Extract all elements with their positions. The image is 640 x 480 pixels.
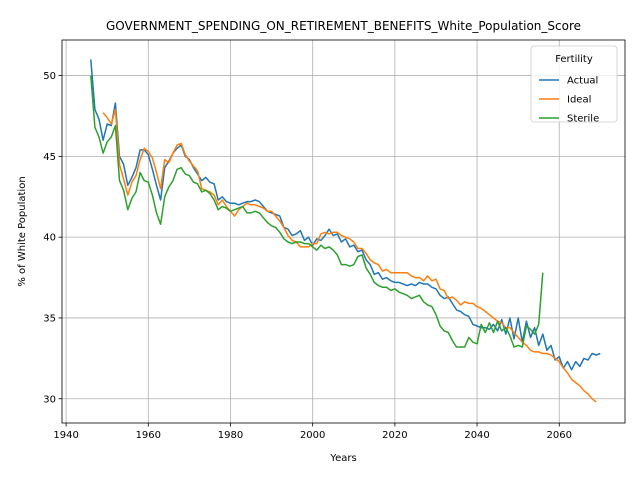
x-tick-label: 2060 (547, 430, 572, 441)
y-tick-label: 40 (43, 233, 56, 244)
legend: Fertility Actual Ideal Sterile (530, 45, 618, 125)
x-axis-label: Years (329, 453, 356, 464)
y-axis-label: % of White Population (17, 176, 28, 286)
legend-label-actual: Actual (567, 76, 598, 87)
chart-title: GOVERNMENT_SPENDING_ON_RETIREMENT_BENEFI… (106, 19, 581, 33)
legend-title: Fertility (555, 54, 593, 65)
legend-box (530, 45, 618, 123)
y-tick-label: 45 (43, 152, 56, 163)
x-tick-label: 2040 (464, 430, 489, 441)
y-tick-label: 30 (43, 394, 56, 405)
y-tick-label: 50 (43, 71, 56, 82)
grid (62, 40, 625, 423)
x-tick-label: 2000 (300, 430, 325, 441)
x-tick-label: 1960 (136, 430, 161, 441)
series-line-actual (90, 59, 601, 371)
x-tick-label: 2020 (382, 430, 407, 441)
series-line-ideal (102, 108, 597, 403)
series-line-sterile (90, 75, 544, 348)
y-tick-label: 35 (43, 313, 56, 324)
series-lines (90, 59, 601, 403)
y-axis: 30 35 40 45 50 (43, 71, 62, 405)
x-tick-label: 1980 (218, 430, 243, 441)
legend-label-sterile: Sterile (567, 114, 599, 125)
plot-frame (61, 39, 626, 424)
x-tick-label: 1940 (53, 430, 78, 441)
x-axis: 1940 1960 1980 2000 2020 2040 2060 (53, 423, 572, 441)
legend-label-ideal: Ideal (567, 95, 591, 106)
